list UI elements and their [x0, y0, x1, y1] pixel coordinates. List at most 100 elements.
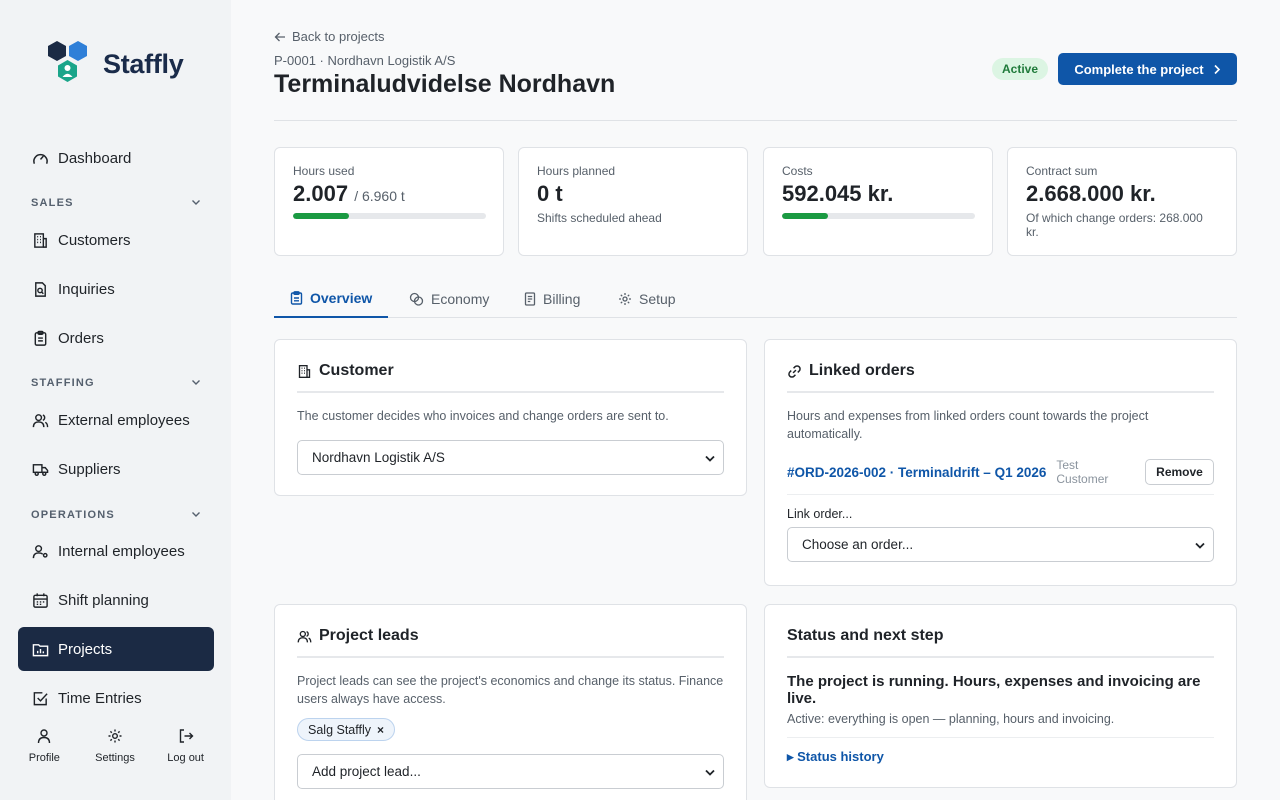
linked-order-link[interactable]: #ORD-2026-002 · Terminaldrift – Q1 2026 — [787, 464, 1047, 480]
card-header: Linked orders — [787, 360, 1214, 393]
chevron-down-icon — [705, 764, 715, 779]
complete-project-button[interactable]: Complete the project — [1058, 53, 1237, 85]
sidebar-item-label: Projects — [58, 640, 113, 658]
receipt-icon — [524, 291, 536, 306]
status-card: Status and next step The project is runn… — [764, 604, 1237, 788]
customer-select[interactable]: Nordhavn Logistik A/S — [297, 440, 724, 475]
tab-label: Setup — [639, 290, 676, 307]
gauge-icon — [31, 149, 49, 167]
status-badge: Active — [992, 58, 1049, 80]
back-label: Back to projects — [292, 29, 385, 44]
section-label: STAFFING — [31, 377, 95, 389]
chevron-down-icon — [191, 197, 201, 210]
sidebar-item-dashboard[interactable]: Dashboard — [18, 136, 214, 180]
logout-icon — [178, 726, 194, 746]
page-title: Terminaludvidelse Nordhavn — [274, 70, 616, 98]
building-icon — [31, 231, 49, 249]
back-to-projects-link[interactable]: Back to projects — [274, 29, 385, 44]
status-history-toggle[interactable]: ▸ Status history — [787, 749, 884, 764]
building-icon — [297, 364, 312, 379]
linked-order-row: #ORD-2026-002 · Terminaldrift – Q1 2026 … — [787, 457, 1214, 495]
stat-value: 2.007 / 6.960 t — [293, 181, 485, 207]
gear-icon — [618, 292, 632, 306]
sidebar-item-external-employees[interactable]: External employees — [18, 398, 214, 442]
stat-label: Contract sum — [1026, 164, 1098, 178]
section-label: SALES — [31, 197, 74, 209]
card-title: Customer — [319, 362, 394, 379]
sidebar-item-time-entries[interactable]: Time Entries — [18, 676, 214, 720]
sidebar-item-label: Shift planning — [58, 591, 149, 609]
sidebar-item-internal-employees[interactable]: Internal employees — [18, 529, 214, 573]
sidebar-item-customers[interactable]: Customers — [18, 218, 214, 262]
stat-value: 0 t — [537, 181, 563, 206]
section-label: OPERATIONS — [31, 509, 115, 521]
progress-fill — [782, 213, 829, 219]
add-project-lead-value: Add project lead... — [312, 764, 421, 779]
stat-hours-used: Hours used 2.007 / 6.960 t — [274, 147, 504, 256]
sidebar: Staffly Dashboard SALES Customers Inquir… — [0, 0, 231, 800]
settings-button[interactable]: Settings — [83, 726, 147, 764]
project-leads-card: Project leads Project leads can see the … — [274, 604, 747, 800]
stat-value: 592.045 kr. — [782, 181, 894, 206]
sidebar-item-label: External employees — [58, 411, 190, 429]
status-headline: The project is running. Hours, expenses … — [787, 673, 1201, 707]
section-sales[interactable]: SALES — [31, 193, 201, 213]
sidebar-item-label: Time Entries — [58, 689, 142, 707]
file-search-icon — [31, 280, 49, 298]
complete-project-label: Complete the project — [1074, 61, 1204, 77]
remove-chip-button[interactable]: × — [377, 722, 385, 737]
profile-button[interactable]: Profile — [12, 726, 76, 764]
linked-order-customer: Test Customer — [1056, 458, 1108, 486]
logout-button[interactable]: Log out — [154, 726, 218, 764]
link-order-select[interactable]: Choose an order... — [787, 527, 1214, 562]
truck-icon — [31, 460, 49, 478]
tab-label: Billing — [543, 290, 581, 307]
stat-contract-sum: Contract sum 2.668.000 kr. Of which chan… — [1007, 147, 1237, 256]
card-description: Project leads can see the project's econ… — [297, 674, 724, 706]
progress-bar — [782, 213, 975, 219]
link-order-select-value: Choose an order... — [802, 537, 914, 552]
users-icon — [31, 411, 49, 429]
tab-setup[interactable]: Setup — [602, 280, 692, 317]
section-operations[interactable]: OPERATIONS — [31, 505, 201, 525]
stat-label: Hours used — [293, 164, 355, 178]
gear-icon — [107, 726, 123, 746]
chevron-down-icon — [191, 509, 201, 522]
progress-fill — [293, 213, 349, 219]
card-title: Project leads — [319, 627, 419, 644]
sidebar-item-suppliers[interactable]: Suppliers — [18, 447, 214, 491]
brand-logo[interactable]: Staffly — [46, 40, 184, 89]
sidebar-item-shift-planning[interactable]: Shift planning — [18, 578, 214, 622]
sidebar-item-projects[interactable]: Projects — [18, 627, 214, 671]
tab-economy[interactable]: Economy — [393, 280, 505, 317]
user-cog-icon — [31, 542, 49, 560]
sidebar-item-inquiries[interactable]: Inquiries — [18, 267, 214, 311]
card-header: Status and next step — [787, 625, 1214, 658]
stat-hours-planned: Hours planned 0 t Shifts scheduled ahead — [518, 147, 748, 256]
logout-label: Log out — [167, 752, 204, 764]
profile-label: Profile — [28, 752, 60, 764]
card-header: Project leads — [297, 625, 724, 658]
arrow-left-icon — [274, 31, 286, 43]
project-subtitle: P-0001 · Nordhavn Logistik A/S — [274, 53, 456, 68]
project-lead-chips: Salg Staffly × — [297, 718, 724, 741]
user-icon — [36, 726, 52, 746]
card-description: Hours and expenses from linked orders co… — [787, 409, 1149, 441]
chip-label: Salg Staffly — [308, 722, 372, 737]
stat-value: 2.668.000 kr. — [1026, 181, 1156, 206]
link-order-label: Link order... — [787, 507, 853, 521]
tab-billing[interactable]: Billing — [508, 280, 596, 317]
tab-label: Economy — [431, 290, 490, 307]
add-project-lead-select[interactable]: Add project lead... — [297, 754, 724, 789]
section-staffing[interactable]: STAFFING — [31, 373, 201, 393]
remove-order-button[interactable]: Remove — [1145, 459, 1214, 485]
card-description: The customer decides who invoices and ch… — [297, 409, 669, 423]
sidebar-item-orders[interactable]: Orders — [18, 316, 214, 360]
coins-icon — [409, 292, 424, 306]
stat-label: Hours planned — [537, 164, 616, 178]
card-title: Status and next step — [787, 627, 944, 644]
tab-overview[interactable]: Overview — [274, 280, 389, 318]
header-divider — [274, 120, 1237, 121]
clipboard-icon — [290, 291, 303, 305]
clipboard-icon — [31, 329, 49, 347]
